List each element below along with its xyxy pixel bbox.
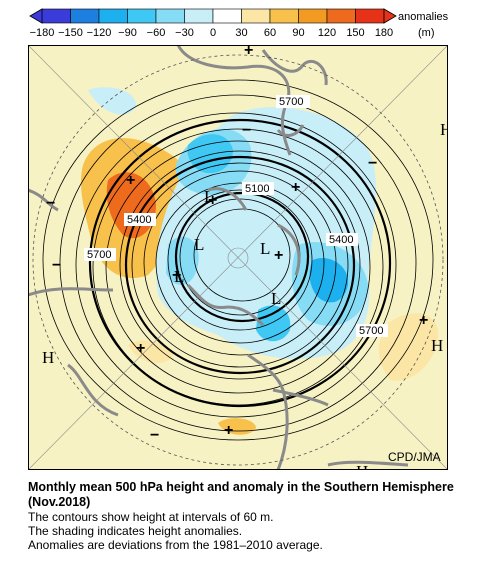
plus-sign: +	[291, 179, 300, 196]
caption-line-3: Anomalies are deviations from the 1981–2…	[28, 538, 323, 552]
contour-label: 5700	[276, 95, 310, 108]
colorbar-swatch	[326, 8, 356, 24]
caption-line-1: The contours show height at intervals of…	[28, 510, 274, 524]
colorbar-swatch	[41, 8, 71, 24]
contour-label: 5700	[356, 324, 388, 337]
colorbar-swatch	[127, 8, 157, 24]
latitude-circle	[32, 54, 444, 466]
colorbar-tick-label: 90	[292, 27, 304, 39]
colorbar-swatch	[98, 8, 128, 24]
negative-anomaly-west	[166, 236, 199, 285]
svg-text:5400: 5400	[127, 214, 151, 226]
svg-text:5700: 5700	[279, 96, 303, 108]
minus-sign: −	[368, 155, 377, 172]
contour-5700-bold	[88, 118, 392, 408]
svg-text:5100: 5100	[245, 183, 269, 195]
colorbar-tick-label: 150	[346, 27, 364, 39]
plus-sign: +	[244, 45, 253, 59]
plus-sign: +	[274, 247, 283, 264]
low-marker: L	[204, 187, 214, 206]
colorbar-swatch	[212, 8, 242, 24]
colorbar-swatch	[241, 8, 271, 24]
map-border	[28, 45, 448, 470]
low-marker: L	[260, 239, 270, 258]
contour-label: 5400	[326, 233, 358, 246]
coastlines	[28, 45, 409, 470]
anomaly-colorbar: −180 −150 −120 −90 −60 −30 0 30 60 90 120 150 180 an…	[0, 0, 480, 42]
colorbar-swatch	[184, 8, 214, 24]
colorbar-unit-label: anomalies	[398, 11, 449, 23]
caption-title: Monthly mean 500 hPa height and anomaly …	[28, 480, 454, 509]
polar-stereographic-map: 5700 5100 5400 5400 5700 5400 5700 H H H…	[28, 42, 452, 481]
colorbar-graphic: −180 −150 −120 −90 −60 −30 0 30 60 90 120 150 180 an…	[29, 8, 449, 39]
high-marker: H	[42, 348, 54, 367]
caption-line-2: The shading indicates height anomalies.	[28, 524, 243, 538]
plus-sign: +	[419, 312, 428, 329]
plus-sign: +	[126, 172, 135, 189]
plus-sign: +	[224, 422, 233, 439]
colorbar-swatch	[298, 8, 328, 24]
map-grid	[28, 45, 448, 470]
minus-sign: −	[46, 195, 55, 212]
minus-sign: −	[52, 257, 61, 274]
low-marker: L	[174, 267, 184, 286]
colorbar-tick-label: −30	[175, 27, 194, 39]
contour-label: 5400	[124, 213, 156, 226]
colorbar-tick-label: −90	[118, 27, 137, 39]
height-contours	[42, 79, 434, 441]
colorbar-max-arrow	[383, 8, 397, 24]
map-credit: CPD/JMA	[388, 450, 441, 464]
svg-text:5700: 5700	[359, 325, 383, 337]
colorbar-tick-label: −60	[147, 27, 166, 39]
high-marker: H	[431, 336, 443, 355]
contour-labels: 5700 5100 5400 5400 5700 5400 5700	[84, 95, 388, 337]
plus-sign: +	[136, 340, 145, 357]
colorbar-swatch	[269, 8, 299, 24]
colorbar-swatch	[355, 8, 385, 24]
plus-sign: +	[172, 267, 181, 284]
high-marker: H	[440, 120, 448, 139]
contour-5400-bold	[124, 155, 356, 375]
colorbar-tick-label: −150	[58, 27, 83, 39]
colorbar-tick-label: 60	[264, 27, 276, 39]
colorbar-tick-label: 0	[210, 27, 216, 39]
anomaly-signs: + + + + + + + + + − − − − −	[46, 42, 428, 444]
strong-negative-anomaly-east	[309, 257, 349, 303]
colorbar-tick-label: 30	[235, 27, 247, 39]
svg-text:5700: 5700	[87, 249, 111, 261]
colorbar-tick-label: 180	[375, 27, 393, 39]
map-caption: Monthly mean 500 hPa height and anomaly …	[28, 480, 468, 552]
contour-label: 5100	[242, 182, 274, 195]
colorbar-tick-label: −180	[30, 27, 55, 39]
colorbar-swatch	[155, 8, 185, 24]
contour-label: 5700	[84, 248, 116, 261]
negative-anomaly-north	[88, 87, 137, 115]
svg-text:5400: 5400	[329, 234, 353, 246]
plus-sign: +	[208, 192, 217, 209]
map-graphic: 5700 5100 5400 5400 5700 5400 5700 H H H…	[28, 42, 452, 481]
colorbar-tick-label: 120	[318, 27, 336, 39]
colorbar-swatch	[70, 8, 100, 24]
minus-sign: −	[150, 427, 159, 444]
low-marker: L	[271, 289, 281, 308]
colorbar-unit: (m)	[418, 27, 435, 39]
high-marker: H	[356, 462, 368, 470]
minus-sign: −	[242, 122, 251, 139]
colorbar-min-arrow	[29, 8, 43, 24]
colorbar-tick-label: −120	[87, 27, 112, 39]
low-marker: L	[194, 235, 204, 254]
